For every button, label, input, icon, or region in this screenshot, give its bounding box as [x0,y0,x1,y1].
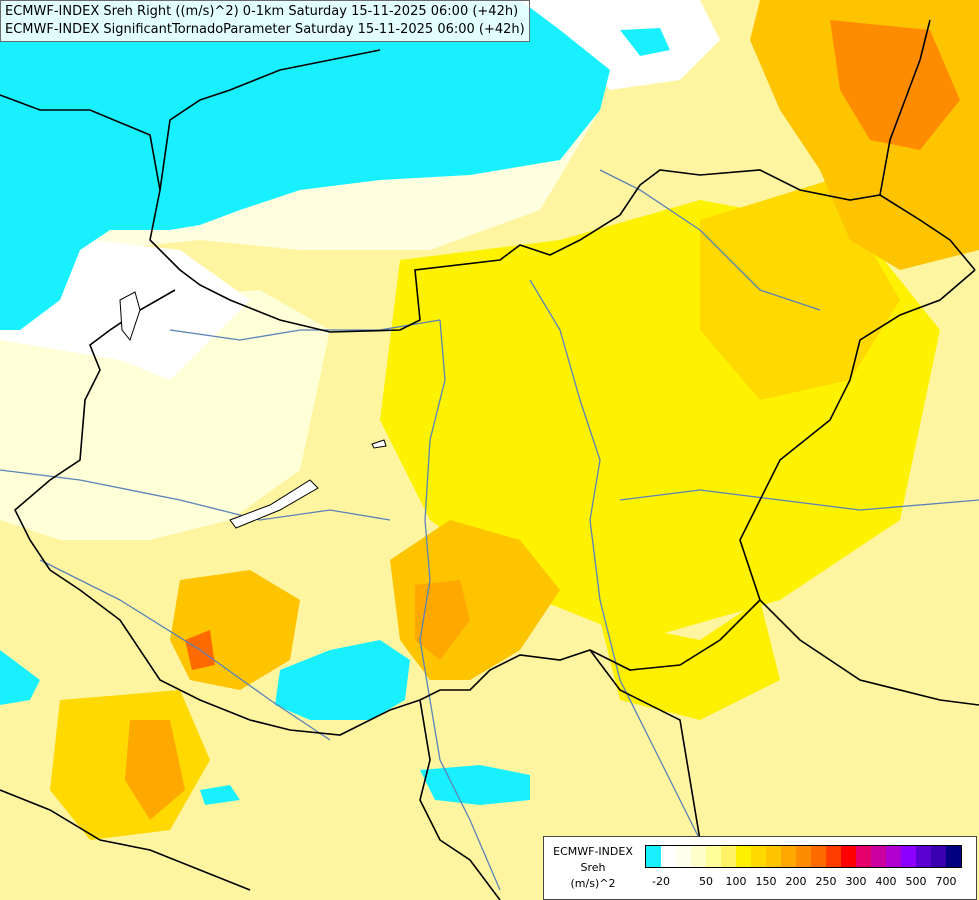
legend-swatch [706,846,721,867]
legend-unit: (m/s)^2 [570,877,616,890]
legend-swatch [811,846,826,867]
legend-swatch [901,846,916,867]
legend-swatch [916,846,931,867]
legend-tick-label: 150 [755,875,777,888]
negative-patch-sw [200,785,240,805]
legend-swatch [856,846,871,867]
legend-swatch [721,846,736,867]
title-stp: ECMWF-INDEX SignificantTornadoParameter … [5,22,525,37]
legend-swatch [826,846,841,867]
legend-tick-label: 500 [905,875,927,888]
river-lines [0,169,979,891]
negative-zone-southwest [275,640,410,720]
legend-swatch [931,846,946,867]
legend-tick-label: 50 [699,875,713,888]
legend-tick-label: 300 [845,875,867,888]
legend-swatch [946,846,961,867]
legend-swatch [751,846,766,867]
country-borders [0,19,979,900]
yellow-zone-south [600,600,780,720]
legend-source: ECMWF-INDEX [553,845,633,858]
negative-zone-north [0,0,610,330]
legend-swatch [766,846,781,867]
legend-swatch [691,846,706,867]
legend-tick-label: 250 [815,875,837,888]
title-sreh: ECMWF-INDEX Sreh Right ((m/s)^2) 0-1km S… [5,4,519,19]
legend-tick-label: 400 [875,875,897,888]
dark-orange-northeast [830,20,960,150]
map-title-box: ECMWF-INDEX Sreh Right ((m/s)^2) 0-1km S… [0,0,530,42]
negative-patch-ne [620,28,670,56]
legend-swatch [841,846,856,867]
legend-swatch [796,846,811,867]
legend-color-bar [645,845,962,868]
legend-parameter: Sreh [580,861,606,874]
legend-tick-label: -20 [652,875,670,888]
legend-tick-label: 700 [935,875,957,888]
color-legend: ECMWF-INDEX Sreh (m/s)^2 -20 50 100 150 200 2… [543,836,977,900]
legend-swatch [886,846,901,867]
legend-swatch [676,846,691,867]
legend-tick-label: 100 [725,875,747,888]
legend-tick-label: 200 [785,875,807,888]
lakes [119,291,387,529]
negative-patch-west [0,650,40,705]
legend-swatch [871,846,886,867]
dark-orange-center-south [415,580,470,660]
dark-orange-far-sw [125,720,185,820]
legend-swatch [736,846,751,867]
white-zone-north [500,0,720,90]
legend-swatch [781,846,796,867]
legend-swatch [646,846,661,867]
legend-swatch [661,846,676,867]
